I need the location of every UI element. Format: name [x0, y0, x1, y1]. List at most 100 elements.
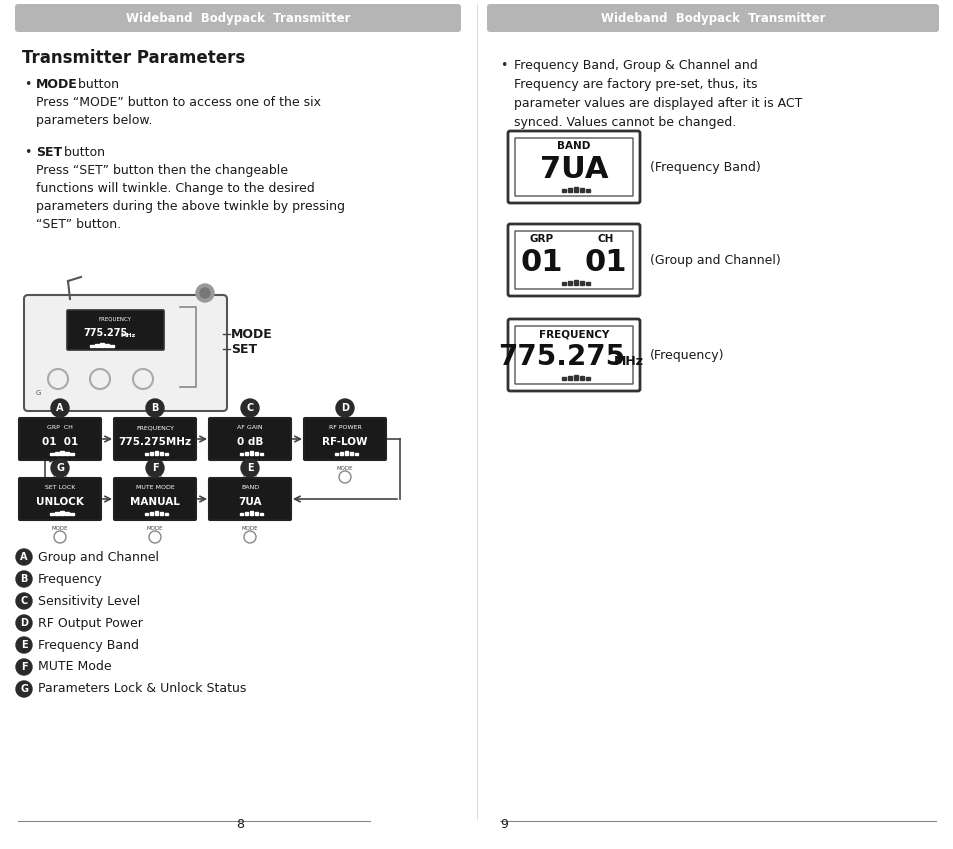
- Text: MHz: MHz: [120, 333, 135, 338]
- Text: CH: CH: [598, 234, 614, 244]
- Text: B: B: [20, 574, 28, 584]
- Text: Press “MODE” button to access one of the six
parameters below.: Press “MODE” button to access one of the…: [36, 96, 320, 127]
- Text: Transmitter Parameters: Transmitter Parameters: [22, 49, 245, 67]
- Circle shape: [16, 637, 32, 653]
- Circle shape: [241, 399, 258, 417]
- Bar: [579, 188, 584, 192]
- Text: 01  01: 01 01: [42, 437, 78, 447]
- Circle shape: [335, 399, 354, 417]
- Text: GRP  CH: GRP CH: [47, 425, 72, 430]
- Text: SET: SET: [36, 146, 62, 159]
- Bar: [165, 453, 169, 455]
- Bar: [50, 513, 53, 515]
- Bar: [50, 453, 53, 455]
- Text: FREQUENCY: FREQUENCY: [538, 329, 609, 339]
- Text: SET: SET: [231, 342, 257, 356]
- Bar: [585, 377, 590, 380]
- Bar: [567, 376, 572, 380]
- Bar: [579, 281, 584, 285]
- Bar: [567, 281, 572, 285]
- Text: G: G: [56, 463, 64, 473]
- Bar: [165, 513, 169, 515]
- Bar: [574, 375, 578, 380]
- Bar: [345, 451, 348, 455]
- Text: button: button: [74, 78, 119, 91]
- Text: Frequency Band: Frequency Band: [38, 638, 139, 651]
- Circle shape: [16, 615, 32, 631]
- Bar: [240, 513, 243, 515]
- Text: 0 dB: 0 dB: [236, 437, 263, 447]
- FancyBboxPatch shape: [113, 418, 195, 460]
- Text: MUTE MODE: MUTE MODE: [135, 485, 174, 490]
- Bar: [339, 452, 343, 455]
- Bar: [105, 344, 109, 347]
- Text: E: E: [21, 640, 28, 650]
- Bar: [150, 452, 153, 455]
- Text: 7UA: 7UA: [238, 497, 261, 507]
- FancyBboxPatch shape: [24, 295, 227, 411]
- Text: 7UA: 7UA: [539, 155, 608, 183]
- Text: F: F: [21, 662, 28, 672]
- Bar: [260, 513, 263, 515]
- Text: C: C: [246, 403, 253, 413]
- Text: Frequency Band, Group & Channel and
Frequency are factory pre-set, thus, its
par: Frequency Band, Group & Channel and Freq…: [514, 59, 801, 129]
- Circle shape: [146, 459, 164, 477]
- Bar: [60, 451, 64, 455]
- Text: MODE: MODE: [147, 526, 163, 531]
- Bar: [154, 451, 158, 455]
- Text: 775.275MHz: 775.275MHz: [118, 437, 192, 447]
- Text: MODE: MODE: [231, 328, 273, 340]
- Bar: [70, 513, 73, 515]
- Text: (Frequency Band): (Frequency Band): [649, 160, 760, 173]
- FancyBboxPatch shape: [19, 418, 101, 460]
- Bar: [585, 189, 590, 192]
- Text: Frequency: Frequency: [38, 572, 103, 586]
- Bar: [250, 511, 253, 515]
- Text: 775.275: 775.275: [84, 328, 128, 338]
- Bar: [55, 512, 58, 515]
- Bar: [355, 453, 358, 455]
- Text: B: B: [152, 403, 158, 413]
- FancyBboxPatch shape: [507, 224, 639, 296]
- FancyBboxPatch shape: [209, 478, 291, 520]
- Bar: [60, 511, 64, 515]
- Text: (Frequency): (Frequency): [649, 348, 723, 362]
- Bar: [250, 451, 253, 455]
- Text: MODE: MODE: [36, 78, 77, 91]
- Bar: [150, 512, 153, 515]
- Text: F: F: [152, 463, 158, 473]
- Text: MHz: MHz: [614, 355, 643, 368]
- Text: Wideband  Bodypack  Transmitter: Wideband Bodypack Transmitter: [600, 12, 824, 25]
- Text: MODE: MODE: [336, 465, 353, 470]
- Bar: [574, 187, 578, 192]
- Circle shape: [146, 399, 164, 417]
- Bar: [65, 512, 69, 515]
- Text: 01: 01: [584, 248, 626, 277]
- Text: Wideband  Bodypack  Transmitter: Wideband Bodypack Transmitter: [126, 12, 350, 25]
- Text: Press “SET” button then the changeable
functions will twinkle. Change to the des: Press “SET” button then the changeable f…: [36, 164, 345, 231]
- Bar: [110, 345, 113, 347]
- Circle shape: [16, 593, 32, 609]
- FancyBboxPatch shape: [113, 478, 195, 520]
- FancyBboxPatch shape: [304, 418, 386, 460]
- Bar: [95, 344, 98, 347]
- Bar: [245, 452, 248, 455]
- Bar: [154, 511, 158, 515]
- Bar: [254, 512, 258, 515]
- Text: D: D: [340, 403, 349, 413]
- Circle shape: [195, 284, 213, 302]
- Bar: [145, 453, 149, 455]
- FancyBboxPatch shape: [486, 4, 938, 32]
- Text: A: A: [20, 552, 28, 562]
- FancyBboxPatch shape: [15, 4, 460, 32]
- Bar: [335, 453, 338, 455]
- Text: FREQUENCY: FREQUENCY: [136, 425, 173, 430]
- Bar: [160, 452, 163, 455]
- Text: G: G: [20, 684, 28, 694]
- FancyBboxPatch shape: [67, 310, 164, 350]
- Text: RF Output Power: RF Output Power: [38, 616, 143, 629]
- Text: MUTE Mode: MUTE Mode: [38, 661, 112, 673]
- Text: 8: 8: [235, 818, 244, 831]
- Text: SET LOCK: SET LOCK: [45, 485, 75, 490]
- FancyBboxPatch shape: [515, 231, 633, 289]
